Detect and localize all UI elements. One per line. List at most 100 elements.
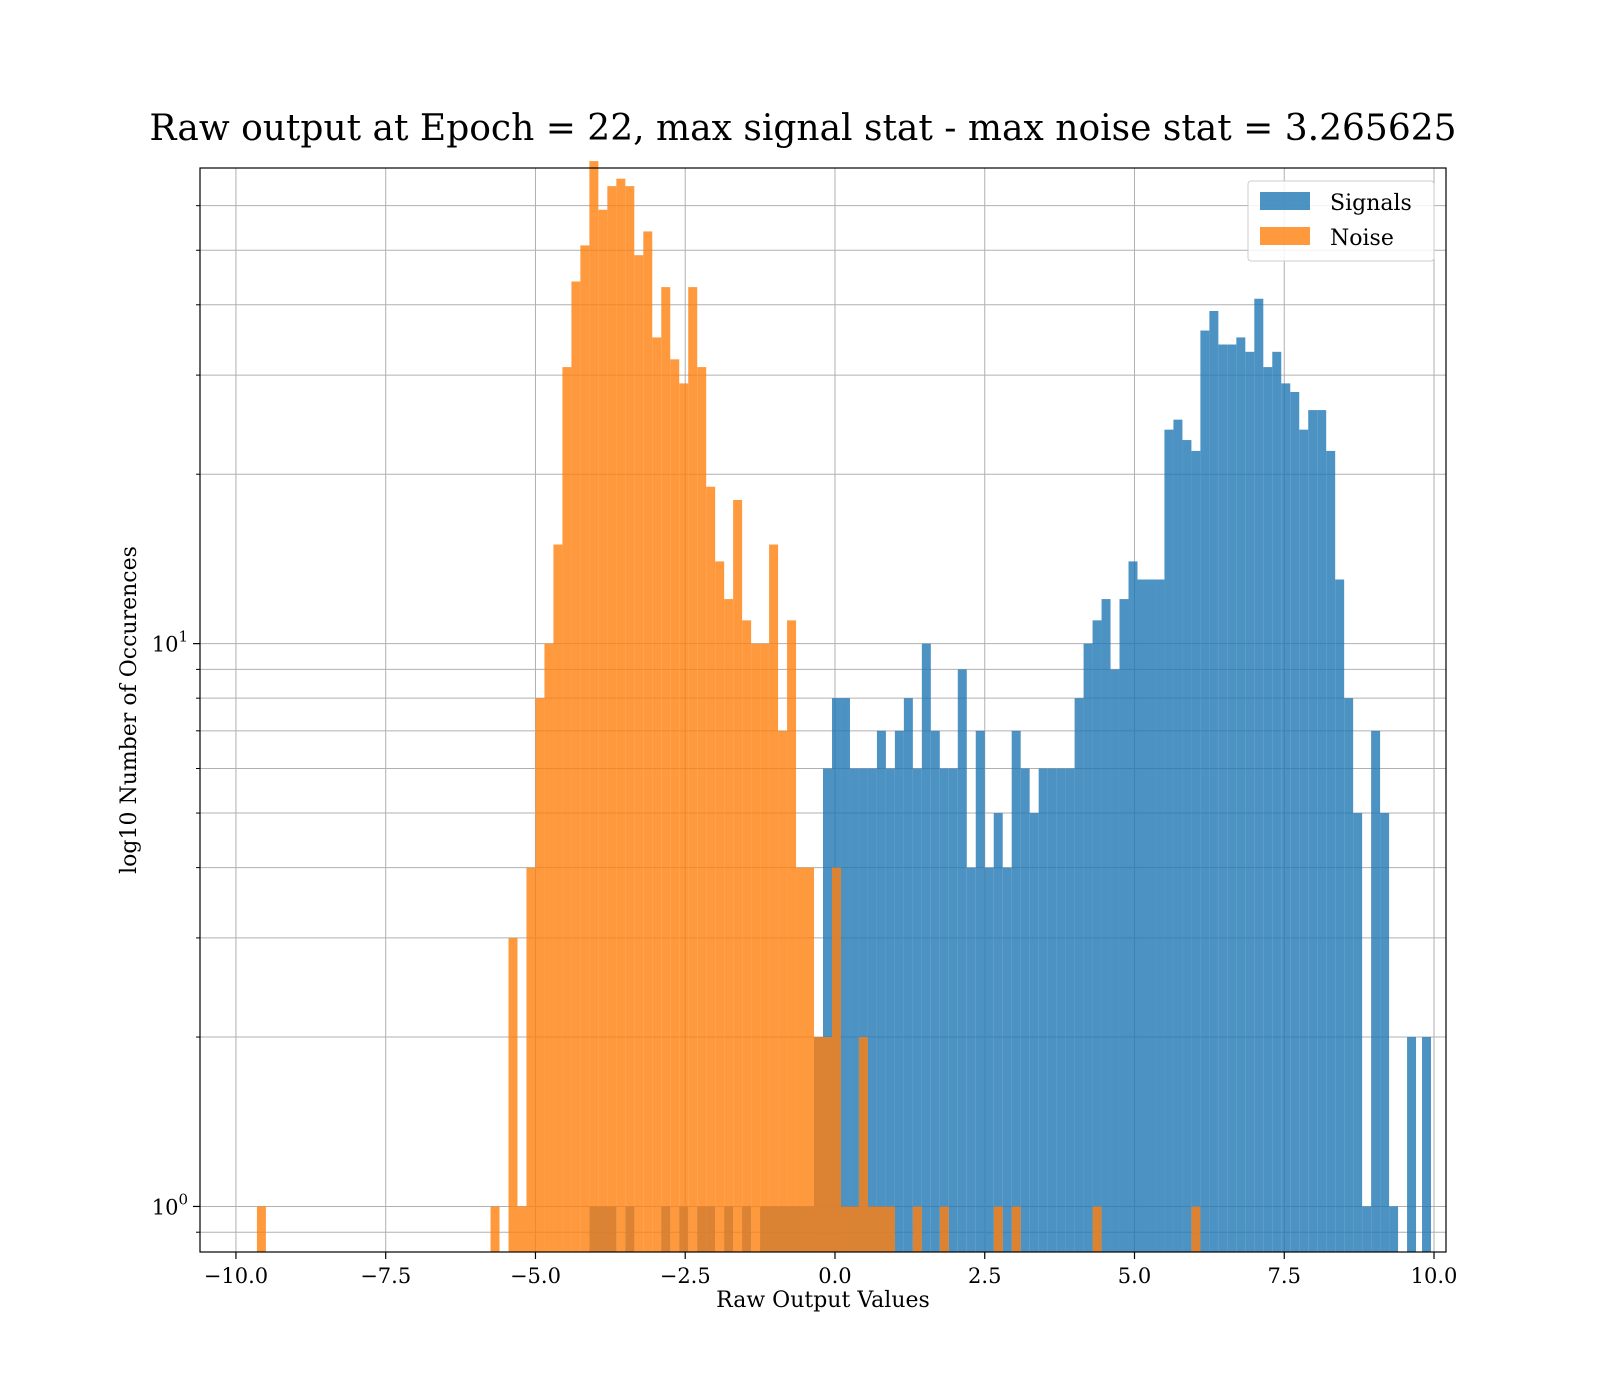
signals-bar: [1155, 579, 1165, 1252]
signals-bar: [1236, 337, 1246, 1252]
noise-bar: [517, 1206, 527, 1252]
signals-bar: [1281, 383, 1291, 1252]
signals-bar: [876, 730, 886, 1252]
x-tick-label: 7.5: [1268, 1264, 1301, 1288]
signals-bar: [939, 768, 949, 1252]
x-axis-ticks: −10.0 −7.5 −5.0 −2.5 0.0 2.5 5.0 7.5 10.0: [204, 1252, 1458, 1288]
noise-bar: [643, 231, 653, 1252]
signals-bar: [1362, 1206, 1372, 1252]
signals-bar: [1389, 1206, 1399, 1252]
signals-bar: [1407, 1037, 1417, 1252]
legend-label-noise: Noise: [1330, 226, 1394, 251]
x-tick-label: 10.0: [1411, 1264, 1458, 1288]
plot-frame: [199, 167, 1447, 1253]
noise-bar: [885, 1206, 895, 1252]
noise-bar: [840, 1206, 850, 1252]
signals-bar: [966, 867, 976, 1252]
x-tick-label: −5.0: [510, 1264, 561, 1288]
legend-swatch-noise: [1260, 227, 1310, 245]
signals-bar: [1047, 768, 1057, 1252]
signals-bar: [1083, 643, 1093, 1252]
signals-bar: [1065, 768, 1075, 1252]
noise-bar: [490, 1206, 500, 1252]
noise-bar: [634, 255, 644, 1253]
signals-bar: [885, 768, 895, 1252]
signals-bar: [1344, 698, 1354, 1252]
noise-bar: [535, 698, 545, 1252]
noise-bar: [778, 730, 788, 1252]
noise-bar: [912, 1206, 922, 1252]
signals-bar: [1020, 768, 1030, 1252]
noise-bar: [553, 544, 563, 1252]
noise-bar: [858, 1037, 868, 1252]
signals-bar: [1110, 669, 1120, 1252]
histogram-bars: [256, 161, 1432, 1253]
noise-bar: [867, 1206, 877, 1252]
noise-bar: [733, 499, 743, 1252]
signals-bar: [1326, 450, 1336, 1253]
noise-bar: [751, 643, 761, 1252]
signals-bar: [858, 768, 868, 1252]
noise-bar: [598, 209, 608, 1252]
noise-bar: [697, 367, 707, 1252]
x-tick-label: −2.5: [660, 1264, 711, 1288]
signals-bar: [1200, 330, 1210, 1252]
chart-title: Raw output at Epoch = 22, max signal sta…: [149, 108, 1456, 149]
noise-bar: [670, 359, 680, 1253]
noise-bar: [652, 337, 662, 1252]
x-tick-label: −10.0: [204, 1264, 268, 1288]
signals-bar: [957, 669, 967, 1252]
y-axis-label: log10 Number of Occurences: [117, 546, 142, 874]
signals-bar: [1371, 730, 1381, 1252]
signals-bar: [1146, 579, 1156, 1252]
signals-bar: [1164, 429, 1174, 1252]
signals-bar: [849, 768, 859, 1252]
noise-bar: [256, 1206, 266, 1252]
noise-bar: [769, 544, 779, 1252]
legend-label-signals: Signals: [1330, 191, 1412, 216]
noise-bar: [679, 383, 689, 1252]
signals-bar: [1038, 768, 1048, 1252]
signals-bar: [903, 698, 913, 1252]
signals-bar: [1128, 561, 1138, 1252]
signals-bar: [1335, 579, 1345, 1252]
x-tick-label: 0.0: [818, 1264, 851, 1288]
signals-bar: [1002, 867, 1012, 1252]
legend: Signals Noise: [1247, 180, 1435, 262]
noise-bar: [787, 620, 797, 1252]
noise-bar: [805, 867, 815, 1252]
y-axis-ticks: 100 101: [152, 205, 200, 1233]
y-tick-label: 101: [152, 628, 188, 657]
signals-bar: [1227, 344, 1237, 1252]
signals-bar: [1290, 391, 1300, 1252]
noise-bar: [544, 643, 554, 1252]
signals-bar: [948, 768, 958, 1252]
noise-bar: [571, 281, 581, 1253]
signals-bar: [1245, 351, 1255, 1252]
noise-bar: [993, 1206, 1003, 1252]
noise-bar: [814, 1037, 823, 1252]
signals-bar: [840, 698, 850, 1252]
signals-bar: [1263, 367, 1273, 1252]
noise-bar: [823, 1037, 832, 1252]
signals-bar: [1380, 813, 1390, 1252]
signals-bar: [1422, 1037, 1432, 1252]
signals-bar: [1209, 310, 1219, 1253]
x-axis-label: Raw Output Values: [716, 1288, 930, 1313]
noise-bar: [831, 867, 841, 1252]
legend-swatch-signals: [1260, 192, 1310, 210]
signals-bar: [1011, 730, 1021, 1252]
signals-bar: [1218, 344, 1228, 1252]
signals-bar: [1074, 698, 1084, 1252]
noise-bar: [715, 561, 725, 1252]
signals-bar: [1119, 599, 1129, 1252]
x-tick-label: −7.5: [360, 1264, 411, 1288]
signals-bar: [1308, 410, 1318, 1252]
noise-bar: [849, 1206, 859, 1252]
signals-bar: [1092, 620, 1102, 1252]
signals-bar: [1191, 450, 1201, 1253]
noise-bar: [625, 186, 635, 1252]
signals-bar: [1272, 351, 1282, 1252]
signals-bar: [1353, 813, 1363, 1252]
